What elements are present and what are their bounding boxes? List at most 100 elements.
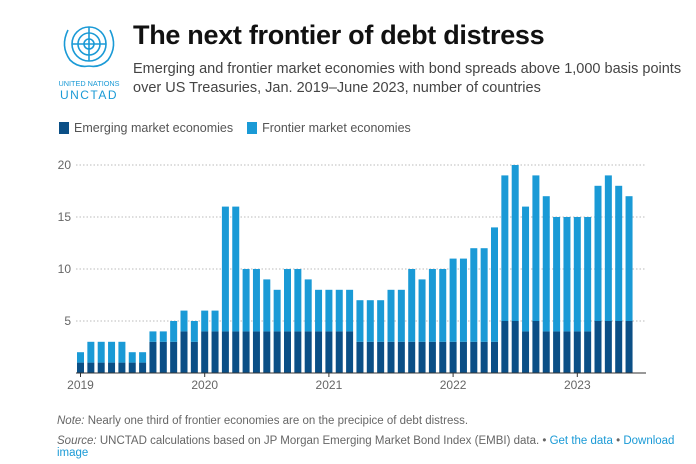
bar-emerging: [77, 362, 84, 373]
bar-emerging: [542, 331, 550, 373]
bar-frontier: [594, 185, 602, 321]
download-image-link[interactable]: Download image: [57, 435, 675, 459]
bar-frontier: [501, 175, 509, 321]
get-the-data-link[interactable]: Get the data: [549, 435, 613, 447]
legend-swatch-emerging: [59, 122, 69, 134]
bar-frontier: [604, 175, 612, 321]
svg-text:UNITED NATIONS: UNITED NATIONS: [58, 79, 119, 88]
bar-emerging: [449, 341, 457, 373]
bar-emerging: [190, 341, 198, 373]
bar-emerging: [470, 341, 478, 373]
bar-emerging: [356, 341, 364, 373]
bar-emerging: [397, 341, 405, 373]
bar-emerging: [532, 321, 540, 373]
bar-emerging: [346, 331, 354, 373]
bar-emerging: [553, 331, 561, 373]
legend-label-emerging: Emerging market economies: [74, 121, 234, 135]
bar-emerging: [252, 331, 260, 373]
bar-frontier: [325, 289, 333, 332]
bar-frontier: [397, 289, 405, 342]
bar-emerging: [511, 321, 519, 373]
bar-frontier: [573, 217, 581, 332]
bar-frontier: [346, 289, 354, 332]
bar-emerging: [377, 341, 385, 373]
legend-item-frontier: Frontier market economies: [247, 121, 411, 135]
bar-frontier: [439, 269, 447, 342]
bar-emerging: [480, 341, 488, 373]
bar-frontier: [459, 258, 467, 342]
bar-frontier: [170, 321, 178, 342]
bar-frontier: [242, 269, 250, 332]
bar-frontier: [232, 206, 240, 332]
bar-emerging: [149, 341, 157, 373]
bar-emerging: [594, 321, 602, 373]
legend-swatch-frontier: [247, 122, 258, 134]
bar-emerging: [604, 321, 612, 373]
bar-emerging: [201, 331, 209, 373]
bar-frontier: [532, 175, 540, 321]
x-tick-label: 2022: [440, 378, 467, 392]
bar-frontier: [87, 341, 95, 363]
bar-emerging: [211, 331, 219, 373]
bar-frontier: [615, 185, 623, 321]
bar-emerging: [459, 341, 467, 373]
bar-frontier: [356, 300, 364, 342]
bar-frontier: [180, 310, 188, 332]
bar-frontier: [377, 300, 385, 342]
bar-frontier: [128, 352, 136, 363]
bar-emerging: [387, 341, 395, 373]
bar-frontier: [335, 289, 343, 332]
y-tick-label: 5: [64, 314, 71, 328]
bar-emerging: [366, 341, 374, 373]
bar-frontier: [284, 269, 291, 332]
legend-label-frontier: Frontier market economies: [262, 121, 411, 135]
bar-emerging: [87, 362, 95, 373]
bar-emerging: [418, 341, 426, 373]
bar-emerging: [625, 321, 633, 373]
bar-emerging: [170, 341, 178, 373]
bar-emerging: [284, 331, 291, 373]
bar-emerging: [232, 331, 240, 373]
y-tick-label: 20: [58, 158, 72, 172]
chart-subtitle: Emerging and frontier market economies w…: [133, 61, 682, 96]
bar-chart: 5 10 15 20 2019 2020 2021 2022 2023: [58, 158, 646, 392]
bar-frontier: [470, 248, 478, 342]
chart-source: Source: UNCTAD calculations based on JP …: [57, 435, 675, 459]
bar-frontier: [77, 352, 84, 363]
bar-frontier: [190, 321, 198, 342]
bar-emerging: [428, 341, 436, 373]
bar-frontier: [159, 331, 167, 342]
legend: Emerging market economies Frontier marke…: [59, 121, 411, 135]
bar-frontier: [304, 279, 312, 332]
bar-frontier: [366, 300, 374, 342]
bar-frontier: [418, 279, 426, 342]
bar-frontier: [315, 289, 323, 332]
bar-frontier: [491, 227, 498, 342]
bar-emerging: [159, 341, 167, 373]
bar-frontier: [108, 341, 116, 363]
bar-emerging: [180, 331, 188, 373]
bar-emerging: [491, 341, 498, 373]
bar-frontier: [97, 341, 105, 363]
x-tick-label: 2021: [316, 378, 343, 392]
bar-frontier: [449, 258, 457, 342]
bar-frontier: [118, 341, 126, 363]
svg-text:UNCTAD: UNCTAD: [60, 88, 118, 102]
bar-emerging: [408, 341, 416, 373]
bar-frontier: [139, 352, 147, 363]
bar-frontier: [553, 217, 561, 332]
bar-frontier: [511, 165, 519, 321]
bar-emerging: [501, 321, 509, 373]
bar-frontier: [211, 310, 219, 332]
bar-emerging: [108, 362, 116, 373]
y-tick-label: 10: [58, 262, 72, 276]
bar-frontier: [273, 289, 281, 332]
bar-frontier: [563, 217, 571, 332]
bar-emerging: [522, 331, 530, 373]
bar-emerging: [335, 331, 343, 373]
bar-frontier: [221, 206, 229, 332]
legend-item-emerging: Emerging market economies: [59, 121, 233, 135]
bar-emerging: [439, 341, 447, 373]
bar-frontier: [387, 289, 395, 342]
